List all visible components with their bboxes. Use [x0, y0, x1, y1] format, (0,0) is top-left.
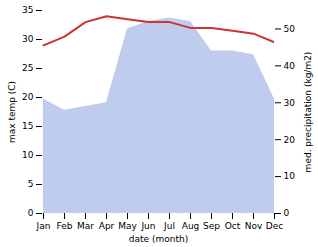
svg-text:50: 50	[284, 24, 296, 34]
svg-text:30: 30	[284, 98, 296, 108]
svg-text:Feb: Feb	[57, 221, 73, 231]
svg-text:0: 0	[284, 208, 290, 218]
svg-text:med. precipitation (kg/m2): med. precipitation (kg/m2)	[303, 52, 313, 173]
svg-text:date (month): date (month)	[129, 234, 188, 244]
svg-text:10: 10	[22, 150, 34, 160]
svg-text:Jul: Jul	[163, 221, 175, 231]
svg-text:Aug: Aug	[182, 221, 200, 231]
svg-text:30: 30	[22, 34, 34, 44]
svg-text:Jan: Jan	[36, 221, 51, 231]
svg-text:10: 10	[284, 171, 296, 181]
svg-text:Sep: Sep	[203, 221, 220, 231]
svg-text:May: May	[118, 221, 137, 231]
svg-text:5: 5	[28, 179, 34, 189]
svg-text:Mar: Mar	[77, 221, 94, 231]
svg-text:20: 20	[22, 92, 34, 102]
svg-text:25: 25	[22, 63, 33, 73]
svg-text:35: 35	[22, 5, 33, 15]
svg-text:40: 40	[284, 61, 296, 71]
svg-text:15: 15	[22, 121, 33, 131]
svg-text:Nov: Nov	[245, 221, 263, 231]
svg-text:Oct: Oct	[225, 221, 241, 231]
svg-text:Dec: Dec	[266, 221, 283, 231]
svg-text:20: 20	[284, 135, 296, 145]
svg-text:max temp (C): max temp (C)	[7, 81, 17, 143]
svg-text:Jun: Jun	[140, 221, 155, 231]
svg-text:0: 0	[28, 208, 34, 218]
svg-text:Apr: Apr	[99, 221, 115, 231]
